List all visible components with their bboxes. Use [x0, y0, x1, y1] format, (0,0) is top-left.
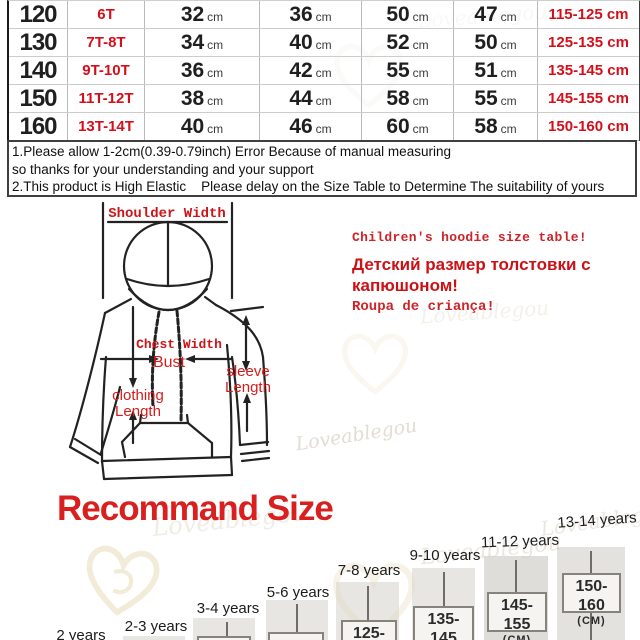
- cell-height: 160: [9, 113, 68, 140]
- range-box: [268, 632, 324, 640]
- cell-sleeve: 58 cm: [454, 113, 538, 140]
- cell-sleeve: 50 cm: [454, 29, 538, 56]
- cell-age: 6T: [68, 1, 145, 28]
- cell-length: 55 cm: [362, 57, 454, 84]
- note-line: 2.This product is High Elastic Please de…: [12, 179, 605, 194]
- range-box: 145-155 (CM): [487, 592, 547, 640]
- age-label: 2-3 years: [124, 618, 188, 635]
- age-label: 7-8 years: [337, 562, 401, 579]
- age-bar: [193, 618, 255, 640]
- age-label: 5-6 years: [266, 584, 330, 601]
- table-row: 160 13T-14T 40 cm 46 cm 60 cm 58 cm 150-160 …: [9, 113, 639, 141]
- cell-height: 140: [9, 57, 68, 84]
- promo-line-en: Children's hoodie size table!: [352, 230, 587, 245]
- shoulder-width-label: Shoulder Width: [108, 206, 226, 222]
- note-line: 1.Please allow 1-2cm(0.39-0.79inch) Erro…: [12, 144, 451, 159]
- promo-line-pt: Roupa de criança!: [352, 299, 495, 315]
- size-table: 120 6T 32 cm 36 cm 50 cm 47 cm 115-125 cm 13…: [7, 0, 640, 141]
- tick-line: [515, 560, 517, 592]
- sleeve-length-label: sleeve: [226, 363, 269, 380]
- cell-range: 135-145 cm: [548, 62, 629, 79]
- age-label: 2 years: [56, 627, 106, 640]
- cell-height: 150: [9, 85, 68, 112]
- cell-age: 9T-10T: [68, 57, 145, 84]
- body-outline: [225, 343, 233, 459]
- tick-line: [590, 551, 592, 573]
- cell-shoulder: 32 cm: [145, 1, 260, 28]
- measuring-notes: 1.Please allow 1-2cm(0.39-0.79inch) Erro…: [7, 140, 637, 197]
- range-box: 150-160 (CM): [562, 573, 621, 627]
- range-unit: (CM): [502, 634, 532, 640]
- cell-shoulder: 40 cm: [145, 113, 260, 140]
- hoodie-measurement-diagram: Shoulder Width Chest Width Bust clothing…: [68, 201, 271, 481]
- age-bar: [123, 636, 185, 640]
- sleeve-outline: [214, 303, 269, 447]
- drawstring: [175, 309, 183, 424]
- promo-text-block: Children's hoodie size table! Детский ра…: [352, 230, 604, 315]
- table-row: 130 7T-8T 34 cm 40 cm 52 cm 50 cm 125-135 cm: [9, 29, 639, 57]
- tick-line: [443, 572, 445, 606]
- cell-shoulder: 36 cm: [145, 57, 260, 84]
- drawstring: [150, 310, 161, 409]
- cell-chest: 42 cm: [260, 57, 362, 84]
- recommend-size-title: Recommand Size: [57, 489, 334, 528]
- range-box: 135-145 (CM): [413, 606, 474, 640]
- cell-height: 120: [9, 1, 68, 28]
- sleeve-length-label: Length: [225, 379, 271, 396]
- cell-length: 50 cm: [362, 1, 454, 28]
- range-value: 125-135: [352, 625, 386, 640]
- table-row: 150 11T-12T 38 cm 44 cm 58 cm 55 cm 145-155 …: [9, 85, 639, 113]
- tick-line: [226, 622, 228, 636]
- clothing-length-label: clothing: [112, 387, 164, 404]
- bust-label: Bust: [153, 354, 186, 371]
- cell-age: 7T-8T: [68, 29, 145, 56]
- cell-range: 125-135 cm: [548, 34, 629, 51]
- age-label: 3-4 years: [196, 600, 260, 617]
- table-row: 140 9T-10T 36 cm 42 cm 55 cm 51 cm 135-145 c…: [9, 57, 639, 85]
- cell-length: 52 cm: [362, 29, 454, 56]
- range-box: [197, 636, 251, 640]
- age-label: 13-14 years: [556, 509, 638, 532]
- hood-band: [125, 277, 211, 288]
- range-unit: (CM): [577, 615, 606, 627]
- cell-length: 60 cm: [362, 113, 454, 140]
- cell-chest: 46 cm: [260, 113, 362, 140]
- cell-range: 145-155 cm: [548, 90, 629, 107]
- tick-line: [367, 586, 369, 620]
- cell-age: 11T-12T: [68, 85, 145, 112]
- hood-opening: [127, 287, 209, 311]
- cell-range: 150-160 cm: [548, 118, 629, 135]
- note-line: so thanks for your understanding and you…: [12, 161, 314, 177]
- cell-height: 130: [9, 29, 68, 56]
- age-label: 9-10 years: [409, 547, 481, 564]
- chest-width-label: Chest Width: [136, 337, 222, 352]
- tick-line: [296, 604, 298, 632]
- body-outline: [100, 355, 108, 464]
- heart-watermark-icon: [86, 545, 160, 616]
- cell-chest: 40 cm: [260, 29, 362, 56]
- cell-chest: 44 cm: [260, 85, 362, 112]
- cell-length: 58 cm: [362, 85, 454, 112]
- cell-chest: 36 cm: [260, 1, 362, 28]
- promo-line-ru: Детский размер толстовки с капюшоном!: [352, 255, 591, 295]
- sleeve-outline: [68, 311, 107, 449]
- range-box: 125-135 (CM): [341, 620, 397, 640]
- cell-sleeve: 51 cm: [454, 57, 538, 84]
- tick-line: [590, 613, 592, 640]
- age-label: 11-12 years: [480, 531, 560, 552]
- clothing-length-label: Length: [115, 403, 161, 420]
- cell-shoulder: 34 cm: [145, 29, 260, 56]
- range-value: 145-155: [500, 597, 534, 633]
- range-value: 135-145: [427, 611, 460, 640]
- cell-age: 13T-14T: [68, 113, 145, 140]
- cell-shoulder: 38 cm: [145, 85, 260, 112]
- cell-sleeve: 47 cm: [454, 1, 538, 28]
- table-row: 120 6T 32 cm 36 cm 50 cm 47 cm 115-125 cm: [9, 1, 639, 29]
- cell-sleeve: 55 cm: [454, 85, 538, 112]
- range-value: 150-160: [575, 578, 608, 614]
- pocket-outline: [138, 421, 214, 459]
- cell-range: 115-125 cm: [548, 6, 629, 23]
